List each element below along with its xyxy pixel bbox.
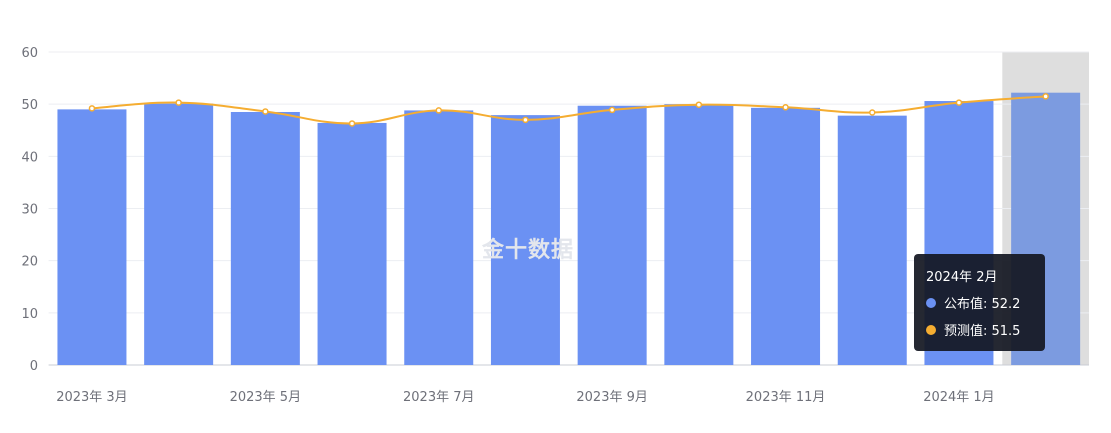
forecast-point	[435, 107, 442, 114]
forecast-point	[955, 99, 963, 106]
x-tick-label: 2023年 5月	[230, 390, 302, 405]
y-tick-label: 40	[21, 150, 38, 165]
forecast-line	[91, 95, 1046, 125]
y-tick-label: 20	[21, 255, 38, 270]
tooltip: 2024年 2月 公布值: 52.2 预测值: 51.5	[914, 254, 1045, 351]
bar	[837, 115, 907, 365]
bar	[230, 111, 300, 365]
bar	[144, 103, 214, 366]
watermark: 金十数据	[482, 232, 574, 264]
y-tick-label: 50	[21, 98, 38, 113]
tooltip-title: 2024年 2月	[926, 270, 998, 285]
forecast-point	[695, 101, 703, 108]
bar	[404, 110, 474, 365]
x-tick-label: 2023年 7月	[403, 390, 475, 405]
forecast-point	[1042, 93, 1049, 100]
y-tick-label: 0	[30, 359, 38, 374]
forecast-point	[522, 116, 529, 124]
y-tick-label: 10	[21, 307, 38, 322]
forecast-point	[869, 109, 876, 116]
bar	[490, 115, 560, 365]
forecast-point	[348, 120, 356, 127]
forecast-point	[88, 105, 96, 112]
x-tick-label: 2023年 9月	[576, 390, 648, 405]
bar	[751, 107, 821, 366]
forecast-point	[608, 106, 616, 114]
watermark-text: 金十数据	[482, 238, 575, 263]
tooltip-value: 公布值: 52.2	[944, 297, 1021, 312]
bar	[317, 122, 387, 366]
x-tick-label: 2023年 11月	[746, 390, 826, 405]
series-dot-icon	[926, 297, 936, 308]
bar	[664, 104, 734, 366]
x-tick-label: 2023年 3月	[56, 390, 128, 405]
tooltip-value: 预测值: 51.5	[944, 324, 1021, 339]
x-tick-label: 2024年 1月	[923, 390, 995, 405]
tooltip-row-forecast: 预测值: 51.5	[926, 320, 1033, 339]
y-tick-label: 30	[21, 203, 38, 218]
forecast-point	[262, 108, 269, 115]
bar	[577, 105, 647, 366]
tooltip-row-actual: 公布值: 52.2	[926, 293, 1033, 312]
forecast-point	[782, 104, 789, 111]
series-dot-icon	[926, 324, 936, 335]
forecast-point	[175, 99, 182, 106]
bar	[57, 109, 127, 365]
y-tick-label: 60	[21, 46, 38, 61]
